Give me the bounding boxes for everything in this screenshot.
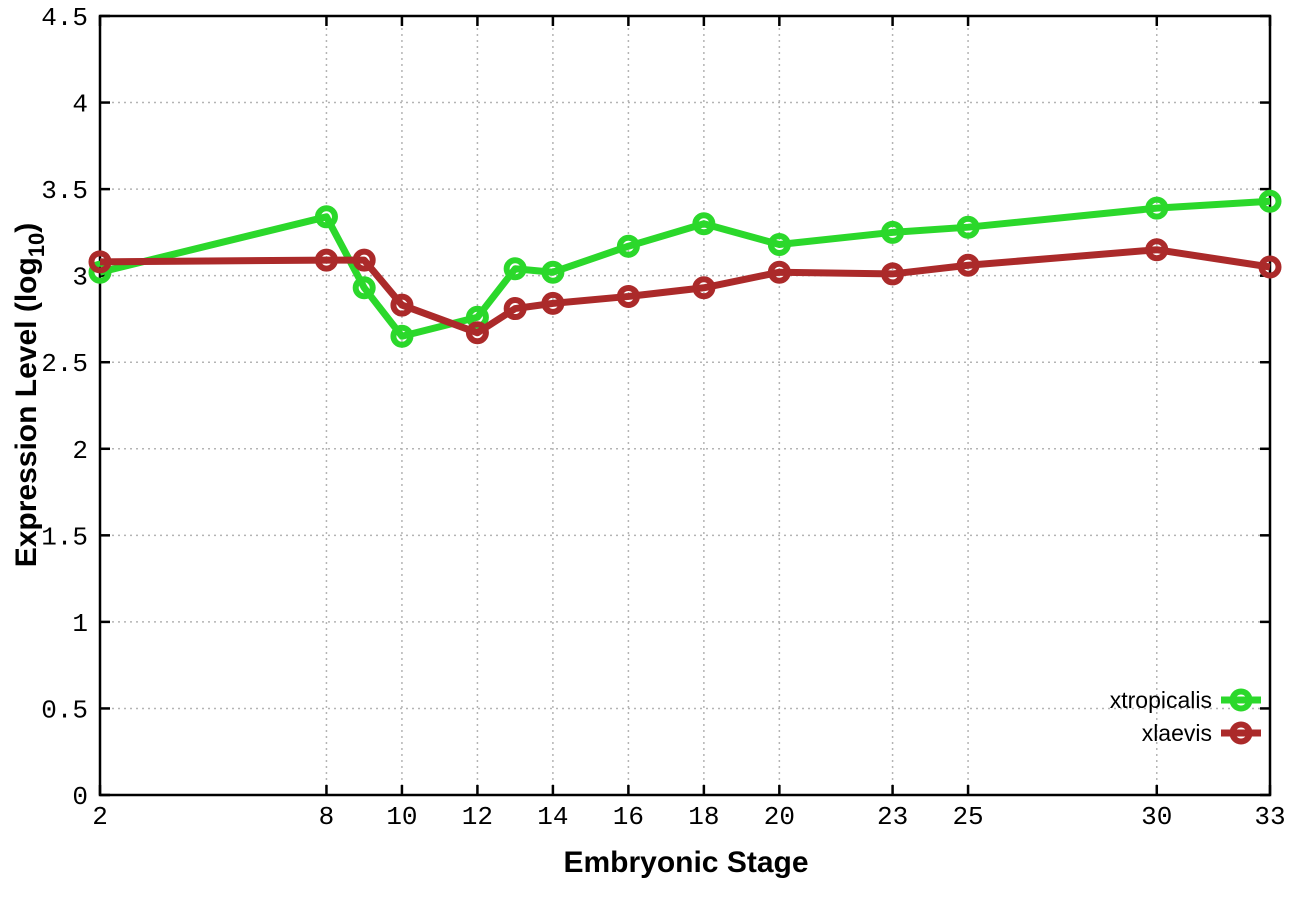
y-tick-label: 3 <box>72 263 88 293</box>
y-tick-label: 4 <box>72 90 88 120</box>
legend-label-xtropicalis: xtropicalis <box>1110 687 1212 713</box>
data-point-marker-xtropicalis <box>503 257 527 281</box>
data-point-marker-xlaevis <box>881 262 905 286</box>
legend: xtropicalis xlaevis <box>1110 687 1261 746</box>
data-point-marker-xlaevis <box>390 293 414 317</box>
x-tick-label: 23 <box>877 802 908 832</box>
data-point-marker-xlaevis <box>767 260 791 284</box>
data-point-marker-xtropicalis <box>881 220 905 244</box>
x-tick-label: 18 <box>688 802 719 832</box>
data-point-marker-xtropicalis <box>541 260 565 284</box>
data-point-marker-xlaevis <box>1145 238 1169 262</box>
y-axis-title-end: ) <box>10 223 43 233</box>
data-point-marker-xlaevis <box>541 291 565 315</box>
x-axis-title: Embryonic Stage <box>563 846 808 879</box>
series-line-xtropicalis <box>99 197 1271 340</box>
plot-border <box>98 14 1272 797</box>
data-point-marker-xlaevis <box>503 297 527 321</box>
data-point-marker-xtropicalis <box>956 215 980 239</box>
legend-label-xlaevis: xlaevis <box>1142 720 1212 746</box>
data-point-marker-xlaevis <box>88 250 112 274</box>
x-tick-label: 14 <box>537 802 568 832</box>
data-point-marker-xlaevis <box>616 284 640 308</box>
data-point-marker-xlaevis <box>1258 255 1282 279</box>
x-tick-label: 2 <box>92 802 108 832</box>
data-point-marker-xtropicalis <box>767 233 791 257</box>
y-tick-label: 2.5 <box>41 349 88 379</box>
y-tick-label: 1.5 <box>41 522 88 552</box>
x-tick-label: 25 <box>952 802 983 832</box>
plot-area: 2 8 10 12 14 16 18 20 23 25 30 33 0 0.5 1 1.5 2 2.5 3 3.5 4 4… <box>41 3 1285 832</box>
data-point-marker-xtropicalis <box>88 260 112 284</box>
x-tick-label: 33 <box>1254 802 1285 832</box>
y-axis-title-main: Expression Level (log <box>10 257 43 567</box>
y-tick-label: 1 <box>72 609 88 639</box>
x-tick-label: 30 <box>1141 802 1172 832</box>
y-tick-label: 4.5 <box>41 3 88 33</box>
data-point-marker-xtropicalis <box>390 324 414 348</box>
series-line-xlaevis <box>99 246 1271 337</box>
data-point-marker-xtropicalis <box>692 212 716 236</box>
y-tick-label: 0.5 <box>41 695 88 725</box>
legend-marker-icon <box>1229 721 1253 745</box>
x-tick-label: 10 <box>386 802 417 832</box>
y-tick-label: 3.5 <box>41 176 88 206</box>
data-point-marker-xlaevis <box>465 321 489 345</box>
y-tick-label: 0 <box>72 782 88 812</box>
x-tick-label: 8 <box>319 802 335 832</box>
legend-item-xtropicalis: xtropicalis <box>1110 687 1261 713</box>
y-axis-title-subscript: 10 <box>24 233 49 257</box>
data-point-marker-xlaevis <box>692 276 716 300</box>
y-tick-label: 2 <box>72 436 88 466</box>
legend-marker-icon <box>1229 688 1253 712</box>
data-point-marker-xlaevis <box>956 253 980 277</box>
x-tick-label: 20 <box>764 802 795 832</box>
data-point-marker-xlaevis <box>314 248 338 272</box>
data-point-marker-xtropicalis <box>616 234 640 258</box>
legend-item-xlaevis: xlaevis <box>1142 720 1261 746</box>
y-axis-title: Expression Level (log10) <box>10 223 49 568</box>
data-point-marker-xtropicalis <box>1145 196 1169 220</box>
data-point-marker-xtropicalis <box>352 276 376 300</box>
data-point-marker-xtropicalis <box>314 205 338 229</box>
x-tick-label: 16 <box>613 802 644 832</box>
data-point-marker-xtropicalis <box>1258 189 1282 213</box>
x-tick-label: 12 <box>462 802 493 832</box>
data-point-marker-xlaevis <box>352 248 376 272</box>
